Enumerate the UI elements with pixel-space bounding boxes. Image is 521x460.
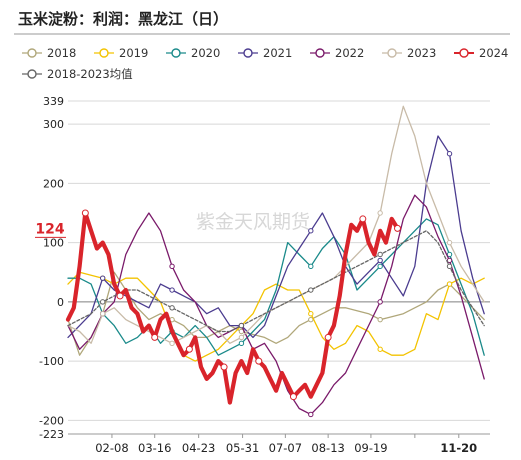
ytick-label--200: -200 [39, 414, 64, 427]
xtick-label-05-31: 05-31 [226, 441, 259, 455]
series-point-2024-39 [289, 393, 297, 401]
series-point-2021-27 [377, 257, 383, 264]
series-line-2020 [67, 218, 485, 356]
last-value-bg [34, 218, 66, 236]
legend-marker-2019 [99, 48, 109, 58]
series-point-2024-57 [394, 224, 402, 232]
xtick-label-04-23: 04-23 [182, 441, 215, 455]
series-point-2023-33 [446, 239, 453, 246]
series-point-2024-27 [220, 363, 228, 371]
series-point-2024-3 [81, 209, 89, 217]
series-point-2018-2023均值-27 [377, 251, 383, 258]
series-point-2019-21 [308, 311, 314, 317]
xtick-label-03-16: 03-16 [138, 441, 171, 455]
last-value-label: 124 [35, 221, 64, 237]
ytick-label--223: -223 [39, 428, 64, 441]
legend-label-2024: 2024 [479, 46, 508, 60]
legend-label-2020: 2020 [191, 46, 220, 60]
series-point-2024-33 [255, 357, 263, 365]
ytick-label-300: 300 [43, 118, 64, 131]
series-point-2019-27 [377, 346, 383, 352]
legend-label-2022: 2022 [335, 46, 364, 60]
series-point-2024-21 [185, 345, 193, 353]
legend-marker-2021 [243, 48, 253, 58]
legend-label-2018: 2018 [47, 46, 76, 60]
watermark-text: 紫金天风期货 [196, 211, 310, 233]
series-point-2021-21 [308, 228, 314, 234]
series-point-2023-9 [169, 340, 175, 347]
series-point-2021-9 [169, 287, 175, 293]
legend-marker-2022 [315, 48, 325, 58]
ytick-label--100: -100 [39, 355, 64, 368]
legend-label-2019: 2019 [119, 46, 148, 60]
series-point-2023-15 [238, 334, 245, 341]
series-point-2018-27 [377, 316, 383, 323]
series-line-2018-2023均值 [67, 230, 485, 333]
series-point-2024-45 [324, 333, 332, 341]
series-point-2018-2023均值-9 [169, 305, 175, 311]
legend-label-2023: 2023 [407, 46, 436, 60]
series-point-2022-21 [308, 411, 314, 418]
series-point-2023-27 [377, 210, 383, 216]
legend-marker-2023 [387, 48, 397, 58]
legend-label-2018-2023均值: 2018-2023均值 [47, 67, 133, 81]
series-point-2018-2023均值-3 [99, 299, 106, 305]
series-point-2024-51 [359, 215, 367, 223]
legend-marker-2018 [27, 48, 37, 58]
series-line-2021 [67, 135, 485, 339]
series-point-2023-3 [99, 311, 106, 317]
series-point-2019-33 [446, 281, 453, 287]
xtick-label-07-07: 07-07 [269, 441, 302, 455]
series-point-2021-3 [99, 275, 106, 281]
legend-marker-2020 [171, 48, 181, 58]
xtick-label-02-08: 02-08 [95, 441, 128, 455]
ytick-label-100: 100 [43, 237, 64, 250]
xtick-label-08-13: 08-13 [311, 441, 344, 455]
series-line-2018 [67, 271, 485, 356]
series-point-2022-9 [169, 263, 175, 270]
series-point-2020-21 [308, 263, 314, 270]
ytick-label-200: 200 [43, 177, 64, 190]
series-point-2018-2023均值-33 [446, 263, 453, 270]
xtick-label-11-20: 11-20 [440, 441, 477, 455]
series-point-2020-27 [377, 263, 383, 270]
series-point-2024-15 [151, 333, 159, 341]
legend-marker-2024 [459, 48, 469, 58]
chart-title: 玉米淀粉：利润：黑龙江（日） [18, 10, 228, 28]
ytick-label-0: 0 [57, 296, 64, 309]
series-point-2024-9 [116, 292, 124, 300]
ytick-label-339: 339 [43, 95, 64, 108]
xtick-label-09-19: 09-19 [354, 441, 387, 455]
legend-label-2021: 2021 [263, 46, 292, 60]
legend-marker-2018-2023均值 [27, 69, 37, 79]
series-point-2021-33 [446, 151, 453, 157]
series-point-2020-15 [238, 340, 245, 347]
series-point-2018-2023均值-15 [238, 322, 245, 329]
series-point-2022-27 [377, 299, 383, 305]
series-line-2019 [67, 271, 485, 362]
series-line-2024 [65, 210, 400, 405]
series-line-2022 [67, 194, 485, 416]
series-point-2018-2023均值-21 [308, 287, 314, 293]
